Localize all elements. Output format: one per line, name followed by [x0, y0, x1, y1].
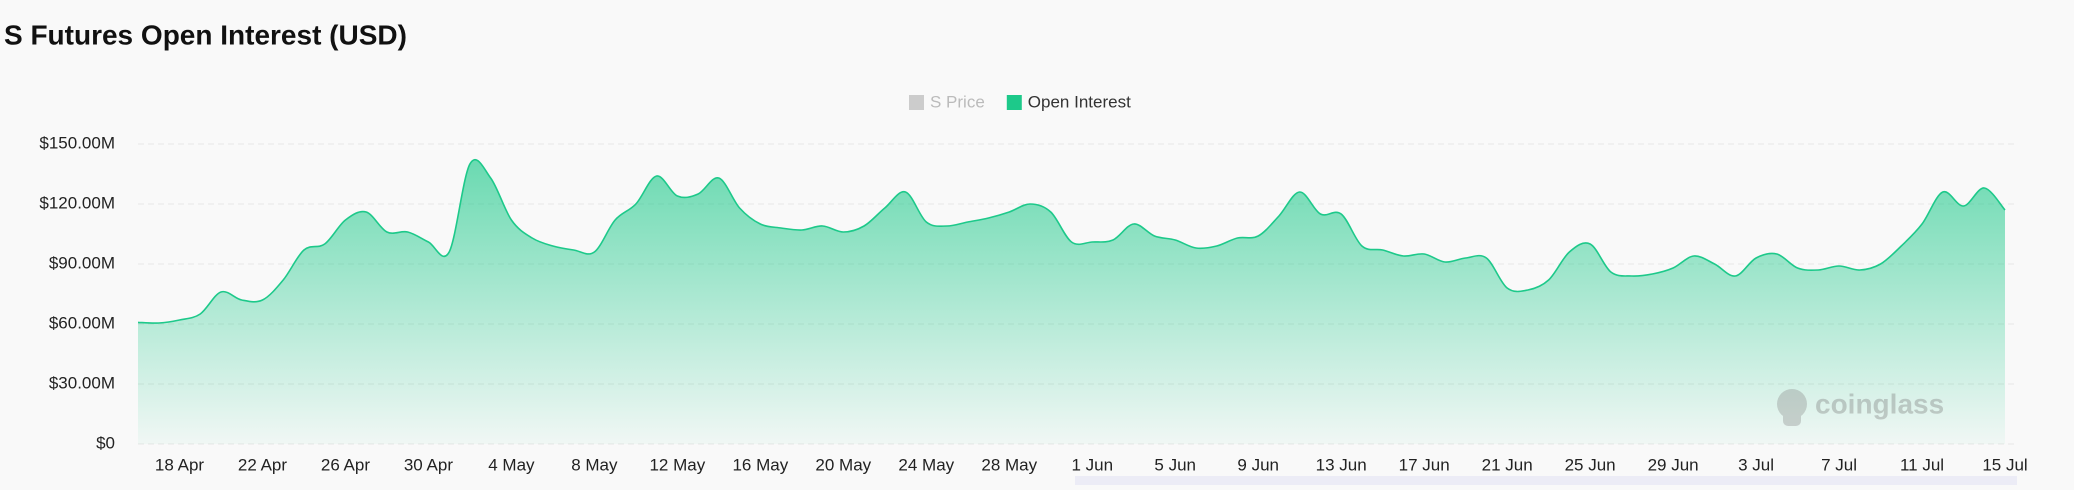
x-tick-label: 30 Apr — [404, 455, 453, 474]
x-tick-label: 21 Jun — [1482, 455, 1533, 474]
y-tick-label: $60.00M — [49, 313, 115, 332]
y-tick-label: $120.00M — [39, 193, 115, 212]
x-tick-label: 1 Jun — [1071, 455, 1113, 474]
x-tick-label: 16 May — [732, 455, 788, 474]
area-fill — [138, 159, 2005, 444]
area-line — [137, 158, 2006, 324]
x-tick-label: 8 May — [571, 455, 618, 474]
x-tick-label: 9 Jun — [1237, 455, 1279, 474]
watermark: coinglass — [1777, 388, 1944, 426]
x-tick-label: 22 Apr — [238, 455, 287, 474]
chart-title: S Futures Open Interest (USD) — [4, 19, 407, 50]
legend-label: S Price — [930, 92, 985, 111]
x-tick-label: 3 Jul — [1738, 455, 1774, 474]
x-tick-label: 24 May — [898, 455, 954, 474]
x-tick-label: 13 Jun — [1316, 455, 1367, 474]
x-tick-label: 25 Jun — [1565, 455, 1616, 474]
x-tick-label: 17 Jun — [1399, 455, 1450, 474]
y-tick-label: $30.00M — [49, 373, 115, 392]
x-tick-label: 28 May — [981, 455, 1037, 474]
x-tick-label: 11 Jul — [1900, 455, 1944, 474]
x-tick-label: 5 Jun — [1154, 455, 1196, 474]
y-tick-label: $90.00M — [49, 253, 115, 272]
x-tick-label: 20 May — [815, 455, 871, 474]
legend-swatch[interactable] — [909, 95, 924, 110]
x-tick-label: 29 Jun — [1648, 455, 1699, 474]
watermark-icon — [1783, 410, 1801, 426]
watermark-icon — [1777, 389, 1807, 419]
x-tick-label: 18 Apr — [155, 455, 204, 474]
scroll-bar[interactable] — [1075, 476, 2017, 485]
y-tick-label: $0 — [96, 433, 115, 452]
x-tick-label: 26 Apr — [321, 455, 370, 474]
x-tick-label: 4 May — [488, 455, 535, 474]
watermark-text: coinglass — [1815, 388, 1944, 419]
legend-label: Open Interest — [1028, 92, 1131, 111]
x-tick-label: 7 Jul — [1821, 455, 1857, 474]
x-tick-label: 15 Jul — [1982, 455, 2027, 474]
x-tick-label: 12 May — [649, 455, 705, 474]
legend-swatch[interactable] — [1006, 95, 1022, 110]
y-tick-label: $150.00M — [39, 133, 115, 152]
